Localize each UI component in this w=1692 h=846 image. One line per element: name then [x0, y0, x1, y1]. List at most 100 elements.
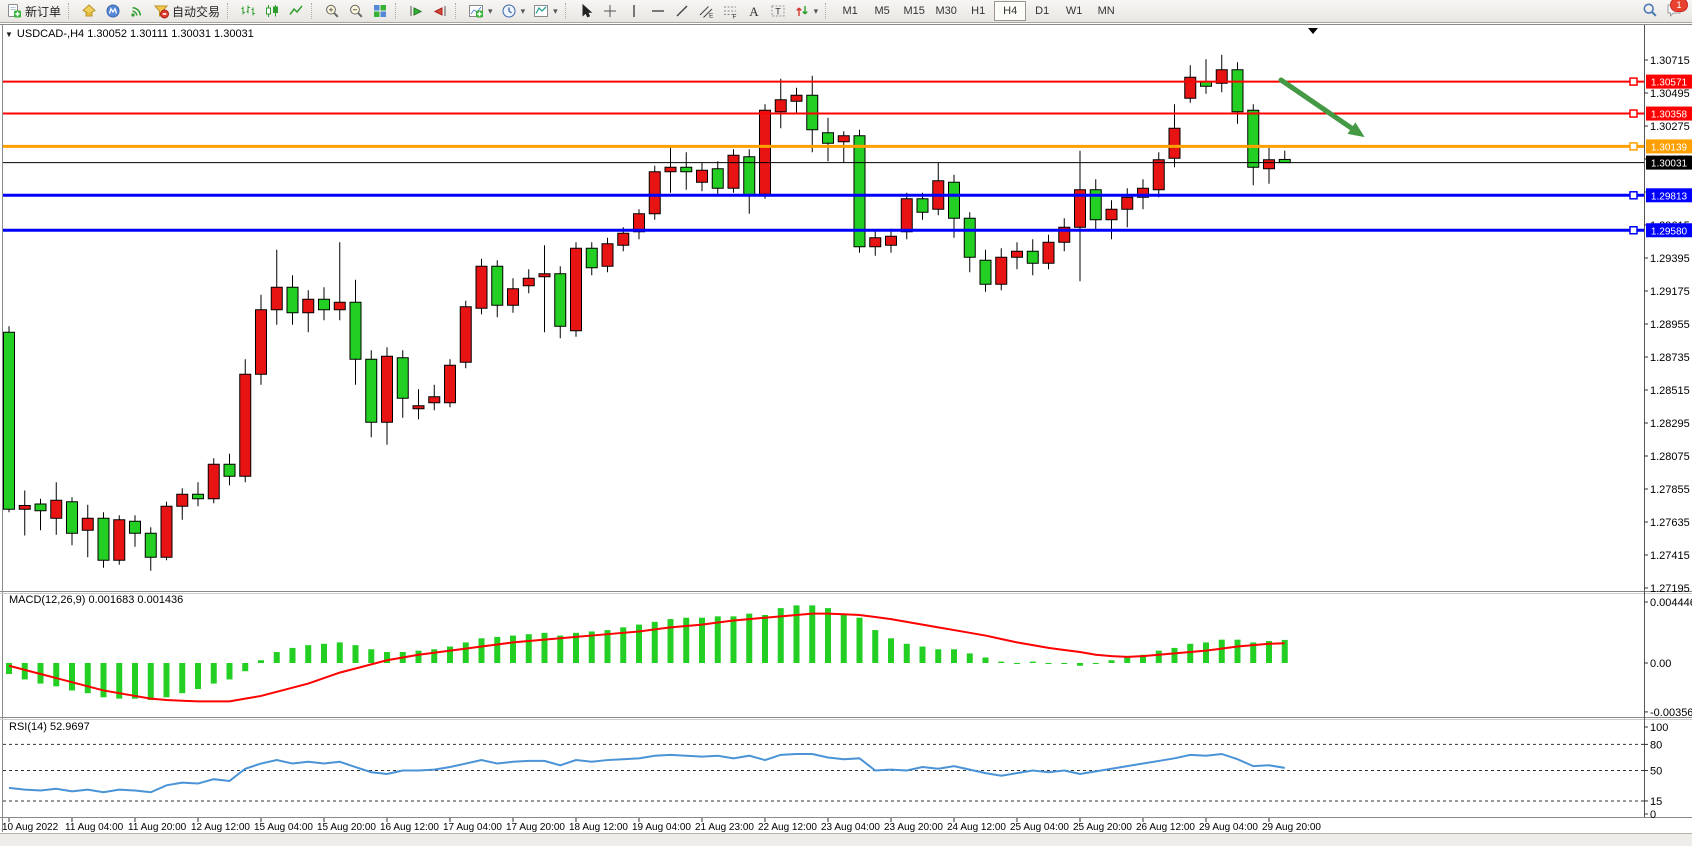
metaeditor-button[interactable] — [77, 0, 101, 22]
svg-text:1.27195: 1.27195 — [1650, 583, 1690, 595]
autotrading-button[interactable]: 自动交易 — [149, 0, 224, 22]
svg-text:1.30495: 1.30495 — [1650, 88, 1690, 100]
chart-window[interactable]: 1.307151.304951.302751.300551.298351.296… — [0, 24, 1692, 846]
toolbar-separator — [227, 3, 233, 19]
trendline-button[interactable] — [670, 0, 694, 22]
channel-icon: E — [698, 3, 714, 19]
periods-button[interactable]: ▾ — [497, 0, 530, 22]
new-order-button[interactable]: 新订单 — [2, 0, 65, 22]
svg-text:1.30571: 1.30571 — [1651, 78, 1688, 89]
templates-icon — [533, 3, 549, 19]
chat-icon[interactable]: 1 — [1666, 0, 1688, 21]
text-label-button[interactable]: T — [766, 0, 790, 22]
toolbar-group-services: 自动交易 — [77, 0, 224, 22]
toolbar-separator — [68, 3, 74, 19]
signals-button[interactable] — [125, 0, 149, 22]
trendline-icon — [674, 3, 690, 19]
timeframe-h4-button[interactable]: H4 — [994, 1, 1027, 21]
text-button[interactable]: A — [742, 0, 766, 22]
toolbar-group-chart-types — [236, 0, 308, 22]
svg-text:0.00: 0.00 — [1650, 658, 1671, 670]
zoom-out-button[interactable] — [344, 0, 368, 22]
sell-annotation-arrow[interactable] — [1278, 77, 1365, 138]
indicators-button[interactable]: ▾ — [464, 0, 497, 22]
svg-text:1.30031: 1.30031 — [1651, 159, 1688, 170]
svg-text:1.28955: 1.28955 — [1650, 319, 1690, 331]
new-order-button-label: 新订单 — [25, 4, 62, 19]
timeframe-m1-button[interactable]: M1 — [842, 5, 858, 17]
zoom-out-icon — [348, 3, 364, 19]
chart-shift-icon — [432, 3, 448, 19]
toolbar-separator — [455, 3, 461, 19]
bar-chart-button[interactable] — [236, 0, 260, 22]
vertical-line-button[interactable] — [622, 0, 646, 22]
svg-text:1.29813: 1.29813 — [1651, 191, 1688, 202]
price-badge-1.30139: 1.30139 — [1646, 139, 1692, 154]
svg-text:11 Aug 20:00: 11 Aug 20:00 — [128, 822, 187, 833]
date-axis: 10 Aug 2022 11 Aug 04:00 11 Aug 20:00 12 Au… — [2, 818, 1321, 833]
chart-canvas[interactable]: 1.307151.304951.302751.300551.298351.296… — [0, 24, 1692, 846]
tile-windows-button[interactable] — [368, 0, 392, 22]
search-icon[interactable] — [1642, 2, 1658, 21]
chevron-down-icon[interactable]: ▾ — [520, 5, 526, 16]
zoom-in-icon — [324, 3, 340, 19]
svg-text:A: A — [749, 4, 759, 19]
arrows-button[interactable]: ▾ — [790, 0, 823, 22]
chevron-down-icon[interactable]: ▾ — [553, 5, 558, 16]
chevron-down-icon[interactable]: ▾ — [813, 5, 819, 16]
auto-scroll-button[interactable] — [404, 0, 428, 22]
price-level-lines[interactable] — [3, 77, 1644, 235]
toolbar-group-drawing-tools: E F A T ▾ — [574, 0, 823, 22]
symbol-title: ▼ USDCAD-,H4 1.30052 1.30111 1.30031 1.3… — [5, 28, 254, 40]
svg-text:0: 0 — [1650, 809, 1656, 821]
toolbar-group-scroll — [404, 0, 452, 22]
svg-text:1.27415: 1.27415 — [1650, 550, 1690, 562]
crosshair-button[interactable] — [598, 0, 622, 22]
line-chart-button[interactable] — [284, 0, 308, 22]
toolbar-separator — [825, 3, 831, 19]
chart-shift-marker[interactable] — [1308, 28, 1318, 34]
svg-text:15 Aug 04:00: 15 Aug 04:00 — [254, 822, 313, 833]
timeframe-m5-button[interactable]: M5 — [874, 5, 890, 17]
bar-chart-icon — [240, 3, 256, 19]
timeframe-m30-button[interactable]: M30 — [935, 5, 957, 17]
auto-scroll-icon — [408, 3, 424, 19]
toolbar-group-timeframes: M1 M5 M15 M30 H1 H4 D1 W1 MN — [834, 0, 1122, 22]
svg-text:1.30275: 1.30275 — [1650, 121, 1690, 133]
toolbar-right: 1 — [1642, 0, 1690, 21]
fibonacci-button[interactable]: F — [718, 0, 742, 22]
channel-button[interactable]: E — [694, 0, 718, 22]
svg-text:22 Aug 12:00: 22 Aug 12:00 — [758, 822, 817, 833]
toolbar-separator — [395, 3, 401, 19]
svg-text:17 Aug 20:00: 17 Aug 20:00 — [506, 822, 565, 833]
svg-text:15: 15 — [1650, 796, 1662, 808]
svg-text:1.27855: 1.27855 — [1650, 484, 1690, 496]
horizontal-line-button[interactable] — [646, 0, 670, 22]
cursor-button[interactable] — [574, 0, 598, 22]
chat-unread-badge: 1 — [1670, 0, 1688, 12]
horizontal-line-icon — [650, 3, 666, 19]
line-chart-icon — [288, 3, 304, 19]
community-button[interactable] — [101, 0, 125, 22]
svg-text:18 Aug 12:00: 18 Aug 12:00 — [569, 822, 628, 833]
chevron-down-icon[interactable]: ▾ — [488, 5, 493, 16]
price-badge-1.30358: 1.30358 — [1646, 106, 1692, 121]
chart-shift-button[interactable] — [428, 0, 452, 22]
timeframe-d1-button[interactable]: D1 — [1035, 5, 1050, 17]
svg-text:11 Aug 04:00: 11 Aug 04:00 — [65, 822, 124, 833]
candlestick-chart-button[interactable] — [260, 0, 284, 22]
timeframe-m15-button[interactable]: M15 — [903, 5, 925, 17]
timeframe-w1-button[interactable]: W1 — [1065, 5, 1083, 17]
svg-text:E: E — [709, 13, 714, 20]
timeframe-mn-button[interactable]: MN — [1097, 5, 1115, 17]
tile-windows-icon — [372, 3, 388, 19]
main-toolbar: 新订单 自动交易 ▾ ▾ ▾ E F A T ▾ M1 M5 M15 M30 H1 H4 D1 W1 MN 1 — [0, 0, 1692, 23]
autotrading-icon — [153, 3, 170, 19]
timeframe-h1-button[interactable]: H1 — [971, 5, 986, 17]
templates-button[interactable]: ▾ — [529, 0, 562, 22]
zoom-in-button[interactable] — [320, 0, 344, 22]
chevron-down-icon[interactable]: ▼ — [5, 29, 13, 39]
text-label-icon: T — [770, 3, 786, 19]
cursor-icon — [578, 3, 594, 19]
